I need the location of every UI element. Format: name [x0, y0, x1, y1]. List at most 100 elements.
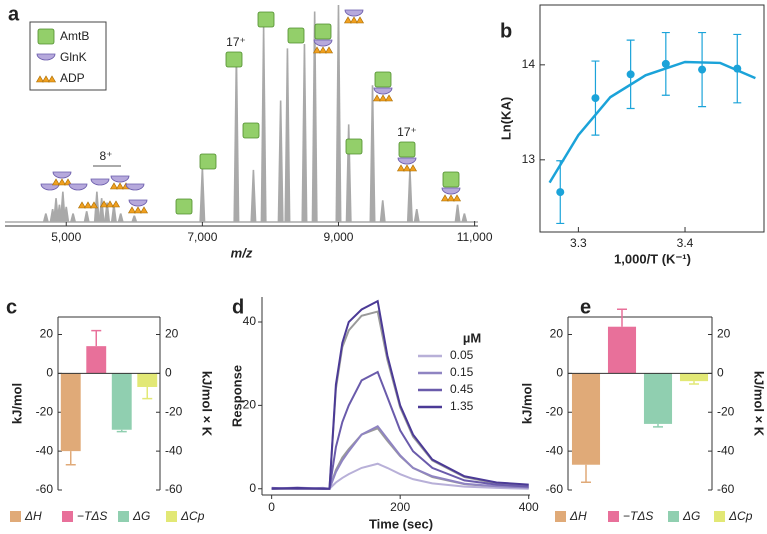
legend-swatch [62, 511, 73, 522]
peak [104, 202, 111, 222]
peak [311, 11, 318, 223]
adp-icon [349, 16, 359, 24]
y-axis-label: kJ/mol [9, 383, 24, 424]
y2-tick-label: -20 [717, 404, 735, 418]
adp-icon [312, 46, 322, 54]
peak [369, 85, 376, 222]
legend-swatch [608, 511, 619, 522]
y-tick-label: -20 [546, 404, 564, 418]
peak [70, 213, 77, 222]
y-tick-label: -20 [36, 404, 54, 418]
glnk-icon [128, 199, 148, 207]
glnk-icon [441, 187, 461, 195]
amtb-icon [374, 71, 392, 88]
peak [63, 206, 70, 222]
legend-label: ΔG [132, 509, 150, 523]
legend-swatch [555, 511, 566, 522]
legend-label: AmtB [60, 29, 89, 43]
peak [98, 198, 105, 222]
legend-label: ΔG [682, 509, 700, 523]
adp-icon [446, 194, 456, 202]
point [733, 64, 742, 73]
glnk-icon [52, 171, 72, 179]
panel-label: c [6, 296, 17, 318]
panel-label: e [580, 296, 591, 318]
y-tick-label: -60 [36, 482, 54, 496]
adp-icon [89, 201, 99, 209]
adp-icon [99, 200, 109, 208]
adp-icon [318, 46, 328, 54]
annotation: 8⁺ [99, 149, 112, 163]
adp-icon [51, 178, 61, 186]
y2-tick-label: -40 [165, 443, 183, 457]
legend-label: 0.45 [450, 382, 474, 396]
annotation: 17⁺ [397, 125, 417, 139]
y-tick-label: -40 [546, 443, 564, 457]
y-tick-label: -60 [546, 482, 564, 496]
adp-icon [63, 178, 73, 186]
amtb-icon [242, 122, 260, 139]
x-axis-label: m/z [231, 245, 253, 260]
bar [571, 373, 601, 465]
y-axis-label: Response [229, 365, 244, 427]
y2-tick-label: -60 [717, 482, 735, 496]
adp-icon [139, 206, 149, 214]
adp-icon [41, 75, 51, 83]
peak [42, 213, 49, 222]
glnk-icon [68, 183, 88, 191]
bar [60, 373, 81, 452]
x-tick-label: 3.3 [570, 236, 587, 250]
peak [301, 44, 308, 223]
peak [284, 48, 291, 223]
x-tick-label: 11,000 [457, 230, 493, 244]
adp-icon [111, 200, 121, 208]
adp-icon [452, 194, 462, 202]
y2-tick-label: -40 [717, 443, 735, 457]
peak [277, 100, 284, 222]
peak [413, 208, 420, 222]
bar [86, 346, 107, 374]
error-bar [142, 386, 153, 400]
y-axis-label: kJ/mol [519, 383, 534, 424]
error-bar [116, 429, 127, 433]
error-bar [689, 381, 699, 385]
peak [379, 200, 386, 222]
annotation: 17⁺ [226, 35, 246, 49]
point [698, 65, 707, 74]
adp-icon [105, 200, 115, 208]
amtb-icon [345, 138, 363, 155]
y2-axis-label: kJ/mol × K [752, 371, 767, 437]
adp-icon [343, 16, 353, 24]
y2-tick-label: 0 [717, 366, 724, 380]
bar [111, 373, 132, 430]
x-tick-label: 7,000 [187, 230, 217, 244]
peak [233, 54, 240, 222]
adp-icon [57, 178, 67, 186]
peak [260, 26, 267, 223]
peak [335, 5, 342, 222]
x-tick-label: 9,000 [323, 230, 353, 244]
peak [461, 213, 468, 222]
adp-icon [440, 194, 450, 202]
legend-title: µM [463, 330, 481, 345]
error-bar [581, 464, 591, 483]
point [661, 59, 670, 68]
error-bar [617, 308, 627, 327]
legend-label: ΔH [569, 509, 587, 523]
adp-icon [372, 94, 382, 102]
legend-label: ΔCp [180, 509, 205, 523]
adp-icon [47, 75, 57, 83]
adp-icon [402, 164, 412, 172]
amtb-icon [287, 27, 305, 44]
amtb-icon [175, 198, 193, 215]
amtb-icon [442, 171, 460, 188]
peak [406, 169, 413, 222]
x-tick-label: 0 [268, 500, 275, 514]
y2-tick-label: 20 [717, 327, 731, 341]
glnk-icon [397, 157, 417, 165]
x-tick-label: 200 [390, 500, 410, 514]
panel-label: b [500, 20, 512, 42]
x-tick-label: 400 [519, 500, 539, 514]
amtb-icon [314, 23, 332, 40]
